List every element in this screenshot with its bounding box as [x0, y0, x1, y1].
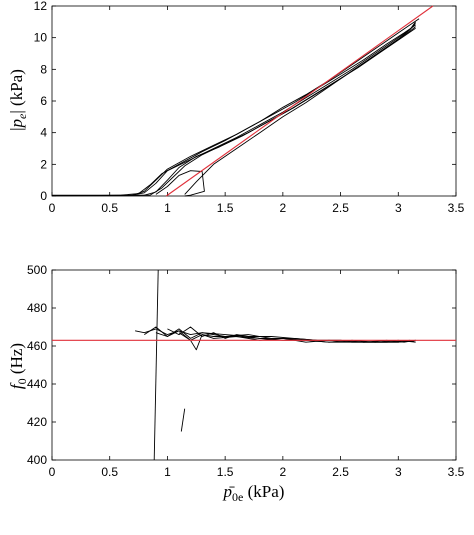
- x-tick-label: 2.5: [332, 201, 349, 215]
- top-series-group: [51, 18, 420, 197]
- y-tick-label: 2: [40, 157, 47, 171]
- bottom-xlabel-unit: (kPa): [243, 482, 284, 501]
- x-tick-label: 0.5: [101, 201, 118, 215]
- x-tick-label: 1.5: [217, 465, 234, 479]
- x-tick-label: 3: [395, 465, 402, 479]
- y-tick-label: 420: [27, 415, 47, 429]
- y-tick-label: 4: [40, 126, 47, 140]
- y-tick-label: 8: [40, 62, 47, 76]
- series-line-7: [180, 408, 186, 432]
- top-ylabel-p: p: [7, 119, 26, 129]
- y-tick-label: 440: [27, 377, 47, 391]
- bottom-y-ticks: 400 420 440 460 480 500: [27, 263, 456, 467]
- x-tick-label: 2.5: [332, 465, 349, 479]
- x-tick-label: 0: [49, 465, 56, 479]
- bottom-xlabel-sub: 0e: [232, 490, 243, 504]
- bottom-x-ticks: 0 0.5 1 1.5 2 2.5 3 3.5: [49, 270, 465, 479]
- fit-line: [165, 5, 434, 197]
- x-tick-label: 1: [164, 465, 171, 479]
- series-line-5: [178, 332, 416, 343]
- top-y-ticks: 0 2 4 6 8 10 12: [34, 0, 456, 203]
- series-line-5: [155, 170, 205, 197]
- y-tick-label: 500: [27, 263, 47, 277]
- bottom-series-group: [135, 269, 416, 461]
- y-tick-label: 400: [27, 453, 47, 467]
- bottom-y-axis-label: f0 (Hz): [7, 343, 29, 389]
- bottom-plot-frame: [51, 269, 457, 461]
- x-tick-label: 2: [280, 465, 287, 479]
- bottom-ylabel-f: f: [7, 382, 26, 389]
- y-tick-label: 12: [34, 0, 48, 13]
- series-line-4: [167, 326, 416, 343]
- y-tick-label: 460: [27, 339, 47, 353]
- series-line-6: [153, 269, 159, 461]
- x-tick-label: 1: [164, 201, 171, 215]
- series-line-6: [184, 21, 416, 195]
- series-line-4: [51, 26, 416, 197]
- y-tick-label: 0: [40, 189, 47, 203]
- series-line-7: [132, 18, 420, 196]
- x-tick-label: 3.5: [448, 201, 465, 215]
- bottom-ylabel-unit: (Hz): [7, 343, 26, 378]
- x-tick-label: 0.5: [101, 465, 118, 479]
- x-tick-label: 0: [49, 201, 56, 215]
- y-tick-label: 10: [34, 31, 48, 45]
- top-ylabel-sub: e: [15, 113, 29, 119]
- series-line-1: [52, 24, 416, 196]
- series-line-3: [51, 27, 416, 197]
- top-x-ticks: 0 0.5 1 1.5 2 2.5 3 3.5: [49, 6, 465, 215]
- y-tick-label: 6: [40, 94, 47, 108]
- bottom-ylabel-sub: 0: [15, 378, 29, 384]
- y-tick-label: 480: [27, 301, 47, 315]
- x-tick-label: 2: [280, 201, 287, 215]
- bottom-xlabel-p: p: [223, 482, 233, 501]
- bottom-x-axis-label: p̄0e (kPa): [223, 482, 285, 504]
- top-ylabel-bar-right: |: [7, 110, 26, 113]
- top-y-axis-label: |pe| (kPa): [7, 69, 29, 131]
- series-line-2: [51, 23, 416, 196]
- top-ylabel-unit: (kPa): [7, 69, 26, 110]
- x-tick-label: 3.5: [448, 465, 465, 479]
- x-tick-label: 1.5: [217, 201, 234, 215]
- top-ylabel-bar-left: |: [7, 127, 26, 130]
- x-tick-label: 3: [395, 201, 402, 215]
- top-fit-line-group: [165, 5, 434, 197]
